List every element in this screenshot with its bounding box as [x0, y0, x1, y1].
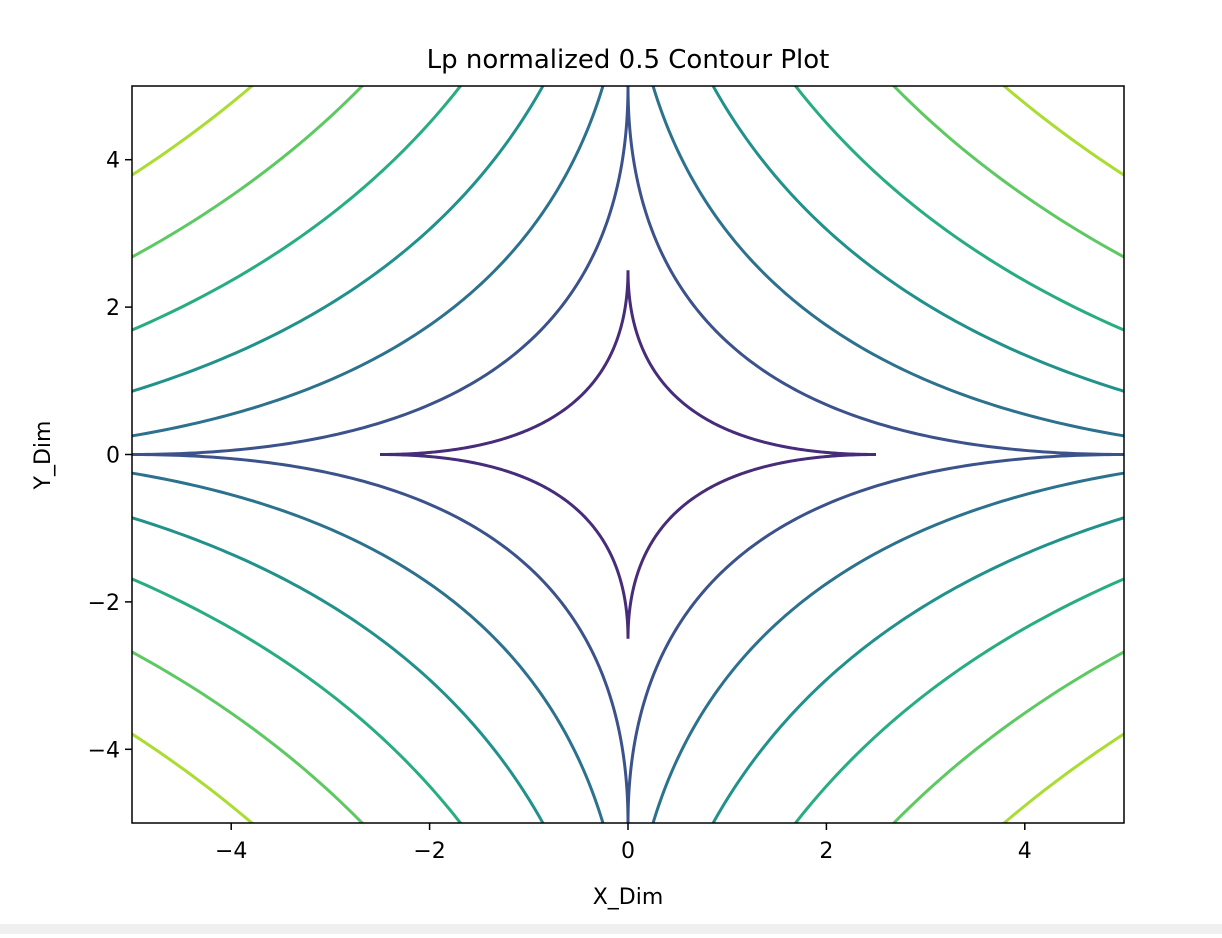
- y-tick-label: −2: [88, 591, 120, 616]
- x-tick-label: 0: [621, 839, 635, 864]
- y-tick-label: 0: [106, 444, 120, 469]
- chart-title: Lp normalized 0.5 Contour Plot: [427, 45, 830, 75]
- y-axis-label: Y_Dim: [31, 421, 56, 491]
- x-tick-label: −4: [215, 839, 247, 864]
- y-tick-label: 2: [106, 296, 120, 321]
- contour-line: [132, 86, 1124, 823]
- x-tick-label: −2: [413, 839, 445, 864]
- y-tick-label: −4: [88, 738, 120, 763]
- x-axis-label: X_Dim: [593, 885, 664, 910]
- bottom-strip: [0, 924, 1222, 934]
- contour-line: [380, 270, 876, 639]
- x-tick-label: 2: [819, 839, 833, 864]
- x-tick-label: 4: [1018, 839, 1032, 864]
- y-tick-label: 4: [106, 149, 120, 174]
